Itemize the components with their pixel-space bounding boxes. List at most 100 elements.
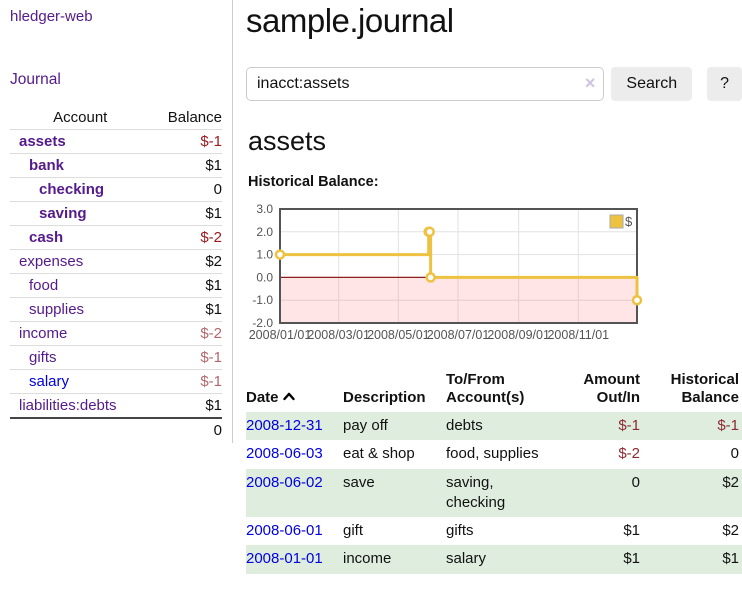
register-date-cell: 2008-12-31 [246, 412, 343, 440]
register-date-cell: 2008-06-02 [246, 469, 343, 518]
account-link[interactable]: salary [29, 373, 70, 390]
historical-balance-chart: $3.0 2.0 1.0 0.0 -1.0 -2.02008/01/012008/03/0… [249, 202, 643, 342]
register-header-accounts: To/From Account(s) [446, 370, 525, 407]
svg-text:2008/05/01: 2008/05/01 [367, 328, 430, 342]
register-date-cell: 2008-01-01 [246, 545, 343, 573]
clear-search-icon[interactable]: × [584, 72, 596, 93]
transaction-date-link[interactable]: 2008-06-03 [246, 445, 323, 463]
transaction-date-link[interactable]: 2008-06-02 [246, 473, 323, 491]
register-balance-cell: $1 [722, 550, 739, 568]
register-description-cell: income [343, 550, 392, 568]
app-title-link[interactable]: hledger-web [10, 8, 93, 25]
register-description-cell: save [343, 473, 375, 491]
accounts-table-body: assets $-1 bank $1 checking 0 saving $1 cash $-2 e… [10, 129, 222, 419]
account-link[interactable]: assets [19, 133, 66, 150]
account-row: income $-2 [10, 321, 222, 346]
account-row: supplies $1 [10, 297, 222, 322]
account-row: liabilities:debts $1 [10, 393, 222, 419]
register-row: 2008-06-02 save saving, checking 0 $2 [246, 468, 742, 518]
account-row: salary $-1 [10, 369, 222, 394]
help-button[interactable]: ? [707, 66, 742, 101]
register-balance-cell: $2 [722, 522, 739, 540]
svg-text:2.0: 2.0 [256, 224, 273, 238]
register-header-description: Description [343, 389, 426, 407]
search-input-wrap: × [246, 66, 605, 101]
account-row: bank $1 [10, 153, 222, 178]
svg-text:0.0: 0.0 [256, 270, 273, 284]
account-link[interactable]: cash [29, 229, 64, 246]
account-balance: $1 [150, 201, 222, 226]
account-link[interactable]: liabilities:debts [19, 397, 117, 414]
account-cell: expenses [10, 249, 151, 274]
register-amount-cell: $-1 [618, 417, 640, 435]
transaction-date-link[interactable]: 2008-12-31 [246, 417, 323, 435]
svg-text:-1.0: -1.0 [252, 293, 273, 307]
account-link[interactable]: checking [39, 181, 105, 198]
page-title: sample.journal [246, 2, 454, 39]
account-balance: $1 [150, 273, 222, 298]
register-amount-cell: 0 [631, 473, 640, 491]
register-header-row: Date Description To/From Account(s) Amou… [246, 368, 742, 413]
account-heading: assets [248, 125, 327, 156]
account-cell: saving [10, 201, 151, 226]
sidebar-item-journal[interactable]: Journal [10, 71, 61, 88]
account-link[interactable]: food [29, 277, 59, 294]
accounts-header-balance: Balance [150, 106, 222, 130]
svg-text:$: $ [625, 214, 633, 229]
account-link[interactable]: gifts [29, 349, 57, 366]
svg-text:2008/07/01: 2008/07/01 [427, 328, 490, 342]
account-cell: cash [10, 225, 151, 250]
account-row: expenses $2 [10, 249, 222, 274]
register-row: 2008-01-01 income salary $1 $1 [246, 545, 742, 574]
account-link[interactable]: expenses [19, 253, 84, 270]
svg-text:1.0: 1.0 [256, 247, 273, 261]
account-balance: $1 [150, 393, 222, 419]
register-amount-cell: $1 [623, 550, 640, 568]
account-link[interactable]: supplies [29, 301, 85, 318]
account-cell: supplies [10, 297, 151, 322]
svg-text:2008/09/01: 2008/09/01 [487, 328, 550, 342]
register-row: 2008-12-31 pay off debts $-1 $-1 [246, 412, 742, 441]
main-content: sample.journal × Search ? assets Histori… [233, 0, 742, 594]
accounts-total-value: 0 [10, 417, 222, 442]
account-link[interactable]: bank [29, 157, 65, 174]
register-description-cell: pay off [343, 417, 388, 435]
account-row: checking 0 [10, 177, 222, 202]
account-balance: $-2 [150, 321, 222, 346]
accounts-header-row: Account Balance [10, 106, 222, 130]
search-input[interactable] [246, 66, 605, 101]
svg-text:-2.0: -2.0 [252, 316, 273, 330]
account-cell: income [10, 321, 151, 346]
search-form: × Search ? [246, 66, 742, 101]
register-amount-cell: $1 [623, 522, 640, 540]
transaction-date-link[interactable]: 2008-06-01 [246, 522, 323, 540]
svg-text:3.0: 3.0 [256, 202, 273, 216]
register-accounts-cell: gifts [446, 522, 474, 540]
register-description-cell: gift [343, 522, 364, 540]
transaction-date-link[interactable]: 2008-01-01 [246, 550, 323, 568]
register-table: Date Description To/From Account(s) Amou… [246, 368, 742, 574]
register-row: 2008-06-01 gift gifts $1 $2 [246, 517, 742, 545]
account-row: assets $-1 [10, 129, 222, 154]
account-balance: $2 [150, 249, 222, 274]
chart-heading: Historical Balance: [248, 173, 379, 190]
account-link[interactable]: saving [39, 205, 87, 222]
accounts-table: Account Balance assets $-1 bank $1 checking 0… [10, 106, 222, 442]
account-balance: $-1 [150, 129, 222, 154]
register-description-cell: eat & shop [343, 445, 415, 463]
account-cell: assets [10, 129, 151, 154]
register-balance-cell: $2 [722, 473, 739, 491]
register-header-date[interactable]: Date [246, 368, 343, 413]
account-link[interactable]: income [19, 325, 68, 342]
account-balance: $1 [150, 297, 222, 322]
register-balance-cell: $-1 [717, 417, 739, 435]
register-row: 2008-06-03 eat & shop food, supplies $-2 0 [246, 440, 742, 468]
register-accounts-cell: saving, checking [446, 473, 506, 511]
account-cell: liabilities:debts [10, 393, 151, 419]
register-accounts-cell: food, supplies [446, 445, 539, 463]
register-date-cell: 2008-06-01 [246, 517, 343, 545]
register-amount-cell: $-2 [618, 445, 640, 463]
svg-text:2008/01/01: 2008/01/01 [249, 328, 312, 342]
search-button[interactable]: Search [611, 66, 693, 101]
